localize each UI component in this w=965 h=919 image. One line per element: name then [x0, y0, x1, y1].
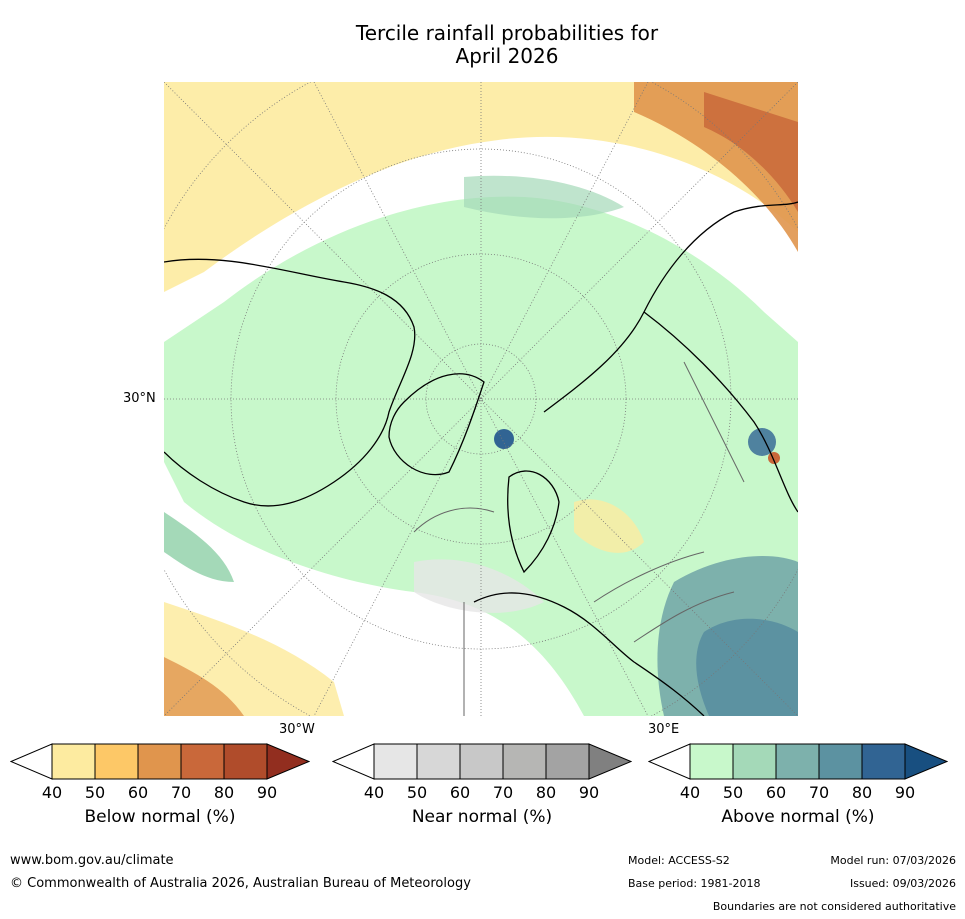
coastline-europe — [473, 592, 705, 716]
graticule — [164, 82, 798, 716]
swatch-below-lt40 — [10, 743, 53, 780]
swatch-near-70 — [502, 743, 547, 780]
swatch-below-70 — [180, 743, 225, 780]
country-borders — [413, 361, 745, 716]
tick-above-60: 60 — [765, 783, 787, 802]
tick-near-80: 80 — [535, 783, 557, 802]
swatch-above-80 — [861, 743, 906, 780]
coastline-greenland — [388, 373, 485, 476]
colorbar-near-normal: 40 50 60 70 80 90 Near normal (%) — [332, 743, 632, 838]
region-below-normal-north — [164, 82, 798, 292]
issued-date: Issued: 09/03/2026 — [849, 877, 956, 890]
swatch-near-50 — [416, 743, 461, 780]
swatch-above-60 — [775, 743, 820, 780]
tick-near-90: 90 — [578, 783, 600, 802]
map-title: Tercile rainfall probabilities for April… — [0, 22, 965, 68]
tick-below-60: 60 — [127, 783, 149, 802]
swatch-near-gt90 — [588, 743, 632, 780]
region-below-normal-strongest — [704, 92, 798, 212]
title-line-1: Tercile rainfall probabilities for — [355, 21, 659, 45]
colorbar-below-normal-swatches — [10, 743, 310, 780]
swatch-above-40 — [689, 743, 734, 780]
website-link[interactable]: www.bom.gov.au/climate — [10, 853, 174, 868]
tick-below-80: 80 — [213, 783, 235, 802]
tick-near-70: 70 — [492, 783, 514, 802]
model-name: Model: ACCESS-S2 — [628, 854, 730, 867]
tick-above-40: 40 — [679, 783, 701, 802]
tick-above-80: 80 — [851, 783, 873, 802]
tick-below-40: 40 — [41, 783, 63, 802]
region-above-normal-central — [464, 175, 624, 219]
region-above-normal-gulf — [164, 512, 234, 582]
region-above-normal-east-spot — [748, 428, 776, 456]
tick-below-50: 50 — [84, 783, 106, 802]
colorbar-below-normal: 40 50 60 70 80 90 Below normal (%) — [10, 743, 310, 838]
region-near-normal-atlantic — [414, 559, 544, 613]
coastline-eurasia-arctic — [543, 201, 798, 413]
base-period: Base period: 1981-2018 — [628, 877, 761, 890]
tick-above-70: 70 — [808, 783, 830, 802]
swatch-above-gt90 — [904, 743, 948, 780]
swatch-above-lt40 — [648, 743, 691, 780]
coastlines — [164, 201, 798, 716]
tick-near-50: 50 — [406, 783, 428, 802]
swatch-near-80 — [545, 743, 590, 780]
model-run-date: Model run: 07/03/2026 — [830, 854, 956, 867]
swatch-near-lt40 — [332, 743, 375, 780]
lat-label-30n: 30°N — [123, 391, 156, 406]
boundaries-disclaimer: Boundaries are not considered authoritat… — [712, 900, 956, 913]
swatch-below-60 — [137, 743, 182, 780]
colorbar-above-normal: 40 50 60 70 80 90 Above normal (%) — [648, 743, 948, 838]
coastline-scandinavia — [507, 470, 560, 574]
copyright-text: © Commonwealth of Australia 2026, Austra… — [10, 876, 471, 891]
probability-map — [164, 82, 798, 716]
region-below-normal-west-strong — [164, 657, 244, 716]
swatch-near-40 — [373, 743, 418, 780]
region-below-normal-europe — [574, 499, 644, 553]
swatch-above-70 — [818, 743, 863, 780]
tick-near-40: 40 — [363, 783, 385, 802]
colorbar-below-normal-label: Below normal (%) — [84, 807, 236, 827]
swatch-above-50 — [732, 743, 777, 780]
colorbar-near-normal-label: Near normal (%) — [411, 807, 553, 827]
lon-label-30w: 30°W — [279, 722, 315, 737]
swatch-below-gt90 — [266, 743, 310, 780]
swatch-near-60 — [459, 743, 504, 780]
tick-below-70: 70 — [170, 783, 192, 802]
region-above-normal-dark-spot — [494, 429, 514, 449]
colorbar-near-normal-swatches — [332, 743, 632, 780]
colorbar-above-normal-swatches — [648, 743, 948, 780]
swatch-below-50 — [94, 743, 139, 780]
region-above-normal-southeast-core — [696, 618, 798, 716]
swatch-below-80 — [223, 743, 268, 780]
tick-near-60: 60 — [449, 783, 471, 802]
coastline-east-asia — [643, 311, 798, 513]
lon-label-30e: 30°E — [648, 722, 680, 737]
coastline-north-america — [164, 258, 416, 507]
tick-above-50: 50 — [722, 783, 744, 802]
region-above-normal-arctic — [164, 196, 798, 716]
colorbar-above-normal-label: Above normal (%) — [721, 807, 875, 827]
title-line-2: April 2026 — [455, 44, 559, 68]
tick-above-90: 90 — [894, 783, 916, 802]
swatch-below-40 — [51, 743, 96, 780]
tick-below-90: 90 — [256, 783, 278, 802]
